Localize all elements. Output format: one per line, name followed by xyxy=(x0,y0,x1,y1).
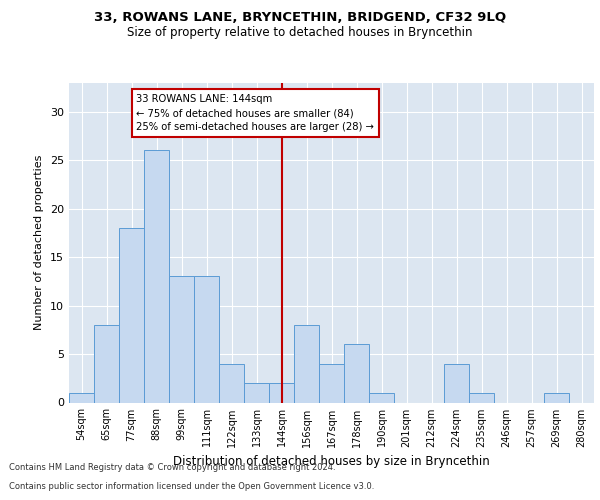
Bar xyxy=(144,150,169,402)
Bar xyxy=(194,276,219,402)
Bar xyxy=(544,393,569,402)
Bar xyxy=(369,393,394,402)
Bar xyxy=(344,344,369,403)
Bar xyxy=(469,393,494,402)
Bar xyxy=(169,276,194,402)
Bar xyxy=(94,325,119,402)
Text: Contains HM Land Registry data © Crown copyright and database right 2024.: Contains HM Land Registry data © Crown c… xyxy=(9,464,335,472)
Text: 33 ROWANS LANE: 144sqm
← 75% of detached houses are smaller (84)
25% of semi-det: 33 ROWANS LANE: 144sqm ← 75% of detached… xyxy=(137,94,374,132)
Text: 33, ROWANS LANE, BRYNCETHIN, BRIDGEND, CF32 9LQ: 33, ROWANS LANE, BRYNCETHIN, BRIDGEND, C… xyxy=(94,11,506,24)
Bar xyxy=(244,383,269,402)
Bar xyxy=(69,393,94,402)
Text: Contains public sector information licensed under the Open Government Licence v3: Contains public sector information licen… xyxy=(9,482,374,491)
Bar xyxy=(119,228,144,402)
Text: Size of property relative to detached houses in Bryncethin: Size of property relative to detached ho… xyxy=(127,26,473,39)
Bar xyxy=(219,364,244,403)
Y-axis label: Number of detached properties: Number of detached properties xyxy=(34,155,44,330)
Bar xyxy=(269,383,294,402)
X-axis label: Distribution of detached houses by size in Bryncethin: Distribution of detached houses by size … xyxy=(173,455,490,468)
Bar xyxy=(319,364,344,403)
Bar xyxy=(444,364,469,403)
Bar xyxy=(294,325,319,402)
